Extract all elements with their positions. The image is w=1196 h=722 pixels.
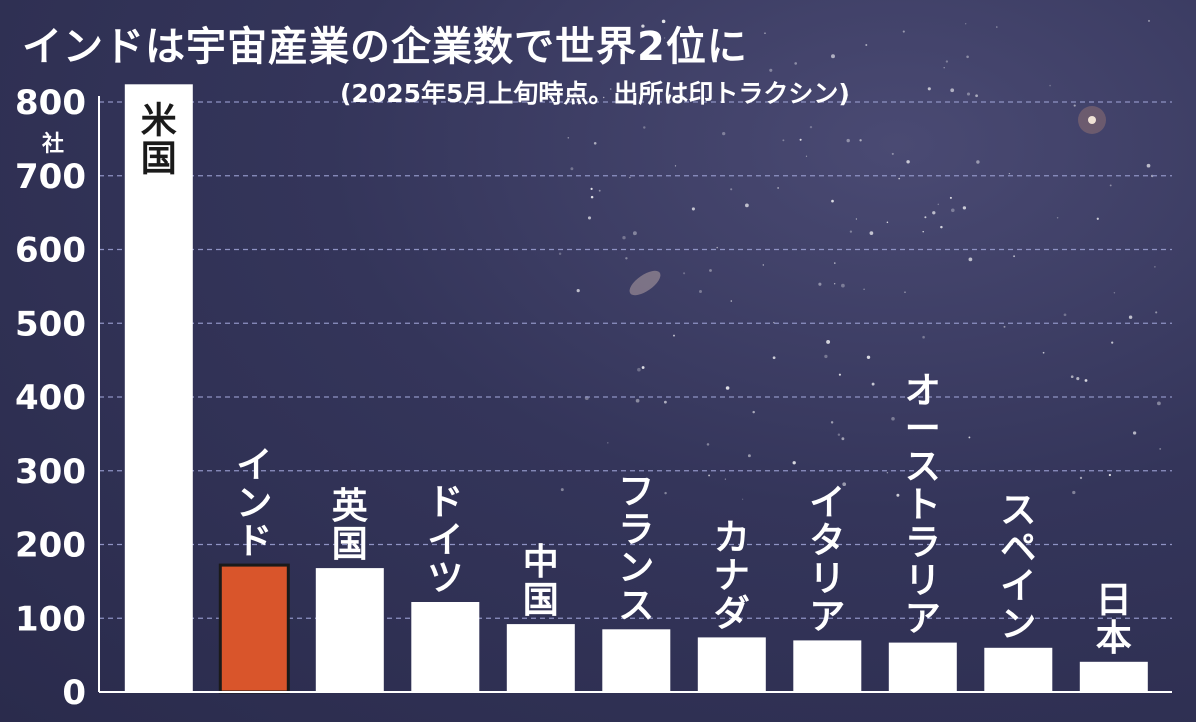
y-tick-label: 200: [15, 526, 86, 566]
category-label-1: インド: [236, 445, 272, 562]
y-tick-label: 400: [15, 378, 86, 418]
category-label-8: オーストラリア: [905, 371, 941, 640]
chart-subtitle: (2025年5月上旬時点。出所は印トラクシン): [340, 79, 850, 108]
bar-1: [218, 563, 290, 694]
category-labels: 米国インド 英国 ドイツ中国 フランス カナダ イタリア オーストラリア スペイン日本: [141, 100, 1132, 659]
y-tick-label: 700: [15, 157, 86, 197]
y-axis-ticks: 0 100 200 300 400 500 600 700 800: [15, 83, 86, 713]
bar-4: [506, 624, 575, 692]
y-tick-label: 600: [15, 231, 86, 271]
bar-0: [124, 84, 193, 693]
category-label-6: カナダ: [714, 517, 750, 634]
starfield-decoration: [558, 19, 1162, 500]
category-label-0: 米国: [141, 100, 177, 179]
bar-9: [984, 647, 1053, 693]
y-tick-label: 300: [15, 452, 86, 492]
bar-2: [315, 568, 384, 692]
category-label-7: イタリア: [809, 482, 845, 637]
y-tick-label: 0: [62, 673, 86, 713]
bar-6: [697, 637, 766, 692]
y-tick-label: 800: [15, 83, 86, 123]
chart-title: インドは宇宙産業の企業数で世界2位に: [22, 24, 748, 70]
category-label-5: フランス: [618, 471, 654, 626]
bars: [124, 84, 1148, 694]
category-label-2: 英国: [332, 486, 369, 565]
bar-10: [1079, 661, 1148, 692]
y-tick-label: 500: [15, 304, 86, 344]
category-label-3: ドイツ: [427, 482, 463, 599]
y-axis-unit: 社: [42, 132, 65, 157]
bar-7: [793, 640, 862, 692]
gridlines: [99, 101, 1172, 619]
category-label-10: 日本: [1096, 580, 1132, 659]
y-tick-label: 100: [15, 599, 86, 639]
bar-3: [411, 602, 480, 692]
bar-5: [602, 629, 671, 692]
bar-8: [888, 642, 957, 692]
category-label-9: スペイン: [1000, 490, 1036, 645]
category-label-4: 中国: [523, 542, 559, 621]
